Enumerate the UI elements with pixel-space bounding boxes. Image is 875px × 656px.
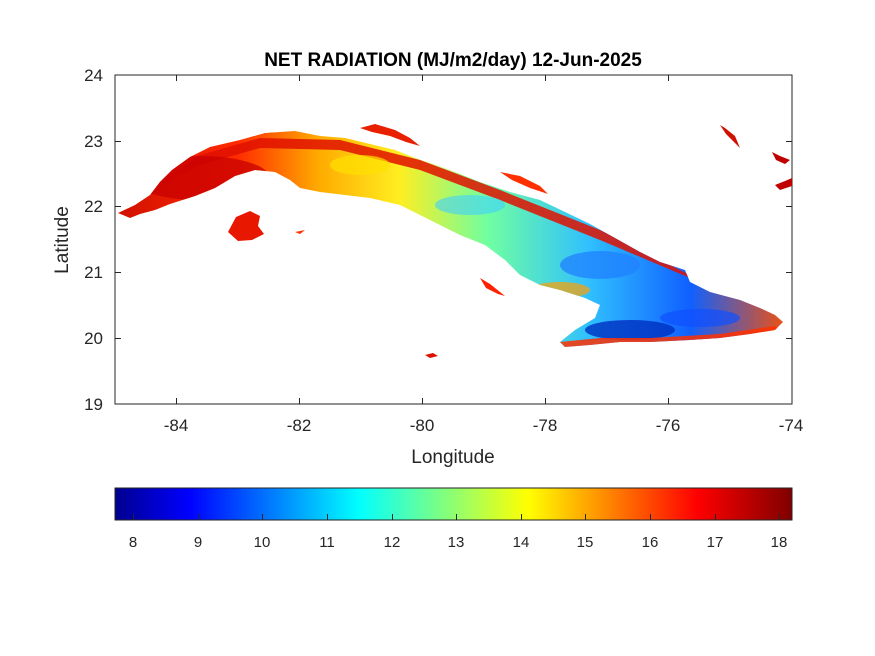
colorbar-tick-label: 15	[577, 534, 594, 551]
y-tick-label: 19	[84, 395, 103, 414]
y-axis-label: Latitude	[52, 206, 73, 274]
y-tick-label: 23	[84, 132, 103, 151]
colorbar-tick-label: 18	[771, 534, 788, 551]
colorbar-tick-label: 14	[513, 534, 530, 551]
colorbar-tick-label: 8	[129, 534, 137, 551]
colorbar	[114, 487, 793, 521]
colorbar-tick-label: 9	[194, 534, 202, 551]
x-tick-label: -80	[410, 416, 435, 435]
x-tick-label: -74	[779, 416, 804, 435]
x-tick-label: -78	[533, 416, 558, 435]
y-tick-label: 21	[84, 263, 103, 282]
north-cays	[360, 124, 420, 146]
map-title: NET RADIATION (MJ/m2/day) 12-Jun-2025	[264, 50, 642, 71]
colorbar-tick-label: 16	[642, 534, 659, 551]
x-axis	[176, 75, 669, 404]
x-tick-label: -84	[164, 416, 189, 435]
colorbar-tick-label: 17	[707, 534, 724, 551]
isla-de-la-juventud	[228, 211, 264, 241]
colorbar-tick-label: 11	[319, 534, 335, 551]
colorbar-tick-label: 10	[254, 534, 271, 551]
colorbar-ticks	[133, 514, 780, 520]
y-tick-label: 24	[84, 66, 103, 85]
y-axis	[115, 141, 792, 339]
y-tick-label: 22	[84, 197, 103, 216]
x-tick-label: -82	[287, 416, 312, 435]
colorbar-tick-label: 12	[384, 534, 401, 551]
x-axis-label: Longitude	[411, 447, 494, 468]
map-axes	[114, 74, 793, 405]
x-tick-label: -76	[656, 416, 681, 435]
colorbar-tick-label: 13	[448, 534, 465, 551]
y-tick-label: 20	[84, 329, 103, 348]
